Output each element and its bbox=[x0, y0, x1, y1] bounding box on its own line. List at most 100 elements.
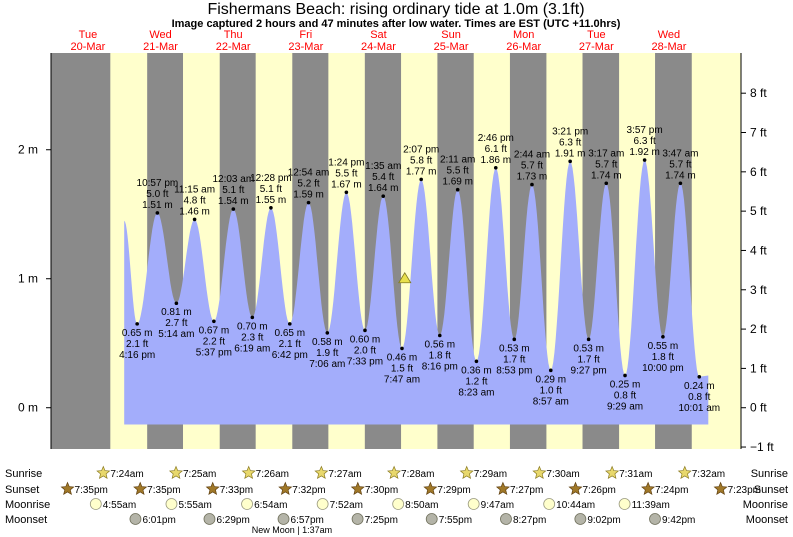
y-tick-label-m: 2 m bbox=[18, 143, 38, 157]
sunrise-time: 7:25am bbox=[183, 469, 216, 480]
tide-time-label: 6:42 pm bbox=[272, 350, 308, 361]
row-label-moonset-right: Moonset bbox=[746, 514, 788, 526]
day-date: 26-Mar bbox=[506, 41, 541, 53]
row-label-sunset-right: Sunset bbox=[754, 484, 788, 496]
tide-height-m-label: 0.53 m bbox=[499, 343, 530, 354]
tide-height-m-label: 0.70 m bbox=[237, 321, 268, 332]
moonset-moon-icon bbox=[500, 513, 512, 525]
moonrise-time: 11:39am bbox=[632, 500, 670, 511]
tide-height-m-label: 0.55 m bbox=[648, 341, 679, 352]
sunset-time: 7:30pm bbox=[365, 485, 398, 496]
day-name: Sun bbox=[441, 29, 461, 41]
y-tick-label-ft: 6 ft bbox=[750, 165, 767, 179]
sunrise-star-icon bbox=[605, 465, 620, 480]
tide-point bbox=[192, 217, 197, 222]
tide-time-label: 11:15 am bbox=[174, 184, 215, 195]
tide-height-ft-label: 1.0 ft bbox=[540, 385, 562, 396]
moonrise-time: 7:52am bbox=[330, 500, 363, 511]
sunrise-time: 7:26am bbox=[256, 469, 289, 480]
row-label-sunrise-left: Sunrise bbox=[5, 468, 42, 480]
tide-point bbox=[604, 181, 609, 186]
astronomy-rows: Sunrise Sunrise Sunset Sunset Moonrise Moonri… bbox=[5, 465, 788, 535]
sunrise-star-icon bbox=[314, 465, 329, 480]
tide-height-ft-label: 4.8 ft bbox=[183, 195, 205, 206]
day-name: Mon bbox=[513, 29, 534, 41]
tide-height-m-label: 0.58 m bbox=[312, 337, 343, 348]
tide-time-label: 8:23 am bbox=[458, 387, 494, 398]
tide-point bbox=[678, 181, 683, 186]
sunset-star-icon bbox=[641, 481, 656, 496]
sunset-star-icon bbox=[568, 481, 583, 496]
moonset-moon-icon bbox=[649, 513, 661, 525]
day-name: Tue bbox=[79, 29, 98, 41]
moonrise-moon-icon bbox=[618, 498, 631, 510]
tide-point bbox=[287, 322, 292, 326]
day-name: Thu bbox=[224, 29, 243, 41]
tide-height-ft-label: 2.1 ft bbox=[126, 339, 148, 350]
tide-height-m-label: 0.65 m bbox=[122, 328, 153, 339]
tide-time-label: 2:46 pm bbox=[478, 133, 514, 144]
tide-height-m-label: 1.77 m bbox=[406, 166, 437, 177]
sunset-time: 7:33pm bbox=[220, 485, 253, 496]
tide-point bbox=[400, 346, 404, 351]
sunrise-star-icon bbox=[241, 465, 256, 480]
tide-height-ft-label: 2.3 ft bbox=[241, 332, 263, 343]
sunset-star-icon bbox=[278, 481, 293, 496]
tide-height-ft-label: 1.7 ft bbox=[578, 354, 600, 365]
tide-point bbox=[568, 159, 572, 164]
tide-time-label: 5:14 am bbox=[158, 329, 194, 340]
sunrise-time: 7:32am bbox=[692, 469, 725, 480]
tide-time-label: 3:47 am bbox=[662, 148, 698, 159]
sunrise-star-icon bbox=[459, 465, 474, 480]
tide-height-m-label: 0.67 m bbox=[199, 325, 230, 336]
tide-height-ft-label: 1.8 ft bbox=[652, 352, 674, 363]
tide-height-ft-label: 0.8 ft bbox=[688, 392, 710, 403]
tide-height-m-label: 1.55 m bbox=[256, 195, 287, 206]
tide-time-label: 3:21 pm bbox=[552, 126, 588, 137]
moonset-moon-icon bbox=[129, 513, 142, 525]
tide-point bbox=[512, 337, 517, 342]
sunrise-time: 7:30am bbox=[546, 469, 579, 480]
tide-point bbox=[325, 331, 330, 335]
tide-time-label: 12:03 am bbox=[212, 174, 254, 185]
tide-height-m-label: 1.67 m bbox=[331, 179, 362, 190]
tide-time-label: 9:27 pm bbox=[571, 365, 607, 376]
y-tick-label-ft: −1 ft bbox=[750, 440, 774, 454]
day-date: 20-Mar bbox=[70, 41, 105, 53]
tide-time-label: 9:29 am bbox=[607, 401, 643, 412]
moonrise-moon-icon bbox=[316, 498, 329, 510]
day-date: 28-Mar bbox=[652, 41, 687, 53]
moonrise-time: 6:54am bbox=[254, 500, 287, 511]
tide-height-m-label: 0.36 m bbox=[461, 365, 492, 376]
sunset-time: 7:24pm bbox=[655, 485, 688, 496]
sunset-time: 7:32pm bbox=[292, 485, 325, 496]
moonrise-time: 4:55am bbox=[103, 500, 136, 511]
tide-height-m-label: 0.60 m bbox=[350, 334, 381, 345]
day-date: 25-Mar bbox=[434, 41, 469, 53]
tide-height-m-label: 1.73 m bbox=[517, 172, 548, 183]
tide-height-ft-label: 5.1 ft bbox=[260, 184, 282, 195]
axes: 0 m 1 m 2 m −1 ft 0 ft 1 ft 2 ft 3 ft 4 ft 5 ft 6 … bbox=[18, 29, 774, 454]
sunset-star-icon bbox=[60, 481, 75, 496]
sunset-star-icon bbox=[423, 481, 438, 496]
row-label-sunset-left: Sunset bbox=[5, 484, 39, 496]
tide-time-label: 3:17 am bbox=[588, 148, 624, 159]
y-tick-label-m: 0 m bbox=[18, 401, 38, 415]
tide-height-m-label: 0.24 m bbox=[684, 381, 715, 392]
sunrise-time: 7:27am bbox=[328, 469, 361, 480]
tide-height-m-label: 1.92 m bbox=[629, 147, 660, 158]
tide-height-ft-label: 1.7 ft bbox=[503, 354, 525, 365]
tide-height-m-label: 1.86 m bbox=[480, 155, 511, 166]
tide-point bbox=[363, 328, 367, 333]
sunrise-time: 7:28am bbox=[401, 469, 434, 480]
sunrise-time: 7:29am bbox=[474, 469, 507, 480]
tide-time-label: 5:37 pm bbox=[196, 347, 232, 358]
tide-height-ft-label: 5.7 ft bbox=[669, 159, 691, 170]
tide-height-m-label: 0.56 m bbox=[425, 339, 456, 350]
y-tick-label-ft: 8 ft bbox=[750, 86, 767, 100]
tide-height-ft-label: 2.2 ft bbox=[203, 336, 225, 347]
row-label-moonrise-left: Moonrise bbox=[5, 499, 50, 511]
moonrise-moon-icon bbox=[392, 498, 405, 510]
sunset-time: 7:35pm bbox=[147, 485, 180, 496]
